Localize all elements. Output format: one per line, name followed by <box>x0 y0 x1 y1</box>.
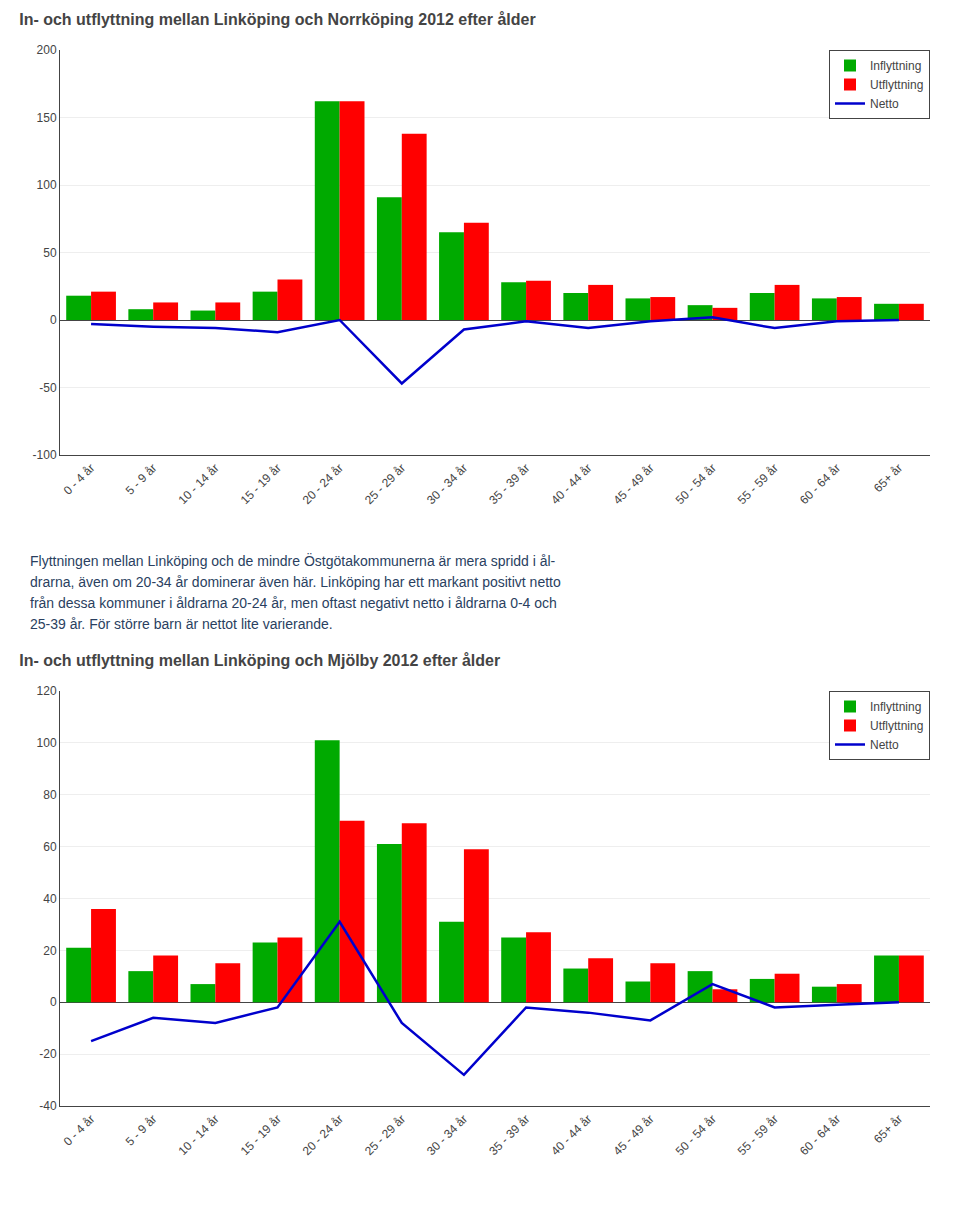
svg-text:5 - 9 år: 5 - 9 år <box>123 461 160 498</box>
svg-text:Inflyttning: Inflyttning <box>870 700 921 714</box>
svg-text:100: 100 <box>37 178 57 192</box>
svg-text:50 - 54 år: 50 - 54 år <box>673 1112 719 1158</box>
html-text:drarna, även om 20-34 år domin: drarna, även om 20-34 år dominerar även … <box>30 574 561 590</box>
svg-text:5 - 9 år: 5 - 9 år <box>123 1112 160 1149</box>
svg-text:45 - 49 år: 45 - 49 år <box>610 461 656 507</box>
svg-text:10 - 14 år: 10 - 14 år <box>175 1112 221 1158</box>
svg-text:200: 200 <box>37 43 57 57</box>
svg-text:Inflyttning: Inflyttning <box>870 59 921 73</box>
svg-text:-100: -100 <box>33 448 57 462</box>
html-text:från dessa kommuner i åldrarna: från dessa kommuner i åldrarna 20-24 år,… <box>30 595 557 611</box>
svg-text:55 - 59 år: 55 - 59 år <box>735 1112 781 1158</box>
svg-text:60: 60 <box>43 840 57 854</box>
svg-text:In- och utflyttning mellan Lin: In- och utflyttning mellan Linköping och… <box>19 652 500 669</box>
svg-text:35 - 39 år: 35 - 39 år <box>486 1112 532 1158</box>
svg-text:50 - 54 år: 50 - 54 år <box>673 461 719 507</box>
svg-text:65+ år: 65+ år <box>871 461 905 495</box>
svg-text:Utflyttning: Utflyttning <box>870 78 923 92</box>
svg-text:65+ år: 65+ år <box>871 1112 905 1146</box>
svg-text:In- och utflyttning mellan Lin: In- och utflyttning mellan Linköping och… <box>19 11 536 28</box>
svg-text:-20: -20 <box>39 1047 57 1061</box>
svg-text:35 - 39 år: 35 - 39 år <box>486 461 532 507</box>
svg-text:80: 80 <box>43 788 57 802</box>
svg-text:20 - 24 år: 20 - 24 år <box>300 1112 346 1158</box>
svg-text:40 - 44 år: 40 - 44 år <box>548 1112 594 1158</box>
svg-text:20: 20 <box>43 944 57 958</box>
svg-text:15 - 19 år: 15 - 19 år <box>238 461 284 507</box>
svg-text:40 - 44 år: 40 - 44 år <box>548 461 594 507</box>
svg-text:30 - 34 år: 30 - 34 år <box>424 1112 470 1158</box>
svg-text:-50: -50 <box>39 381 57 395</box>
svg-text:60 - 64 år: 60 - 64 år <box>797 1112 843 1158</box>
html-text:25-39 år. För större barn är n: 25-39 år. För större barn är nettot lite… <box>30 616 333 632</box>
svg-text:10 - 14 år: 10 - 14 år <box>175 461 221 507</box>
html-text:Flyttningen mellan Linköping o: Flyttningen mellan Linköping och de mind… <box>30 553 556 569</box>
svg-text:Netto: Netto <box>870 97 899 111</box>
svg-text:0: 0 <box>50 995 57 1009</box>
svg-text:15 - 19 år: 15 - 19 år <box>238 1112 284 1158</box>
svg-text:120: 120 <box>37 684 57 698</box>
svg-text:0 - 4 år: 0 - 4 år <box>61 461 98 498</box>
svg-text:Netto: Netto <box>870 738 899 752</box>
svg-text:20 - 24 år: 20 - 24 år <box>300 461 346 507</box>
svg-text:55 - 59 år: 55 - 59 år <box>735 461 781 507</box>
svg-text:45 - 49 år: 45 - 49 år <box>610 1112 656 1158</box>
svg-text:-40: -40 <box>39 1099 57 1113</box>
svg-text:60 - 64 år: 60 - 64 år <box>797 461 843 507</box>
svg-text:150: 150 <box>37 111 57 125</box>
svg-text:40: 40 <box>43 892 57 906</box>
svg-text:50: 50 <box>43 246 57 260</box>
svg-text:25 - 29 år: 25 - 29 år <box>362 461 408 507</box>
svg-text:0 - 4 år: 0 - 4 år <box>61 1112 98 1149</box>
svg-text:30 - 34 år: 30 - 34 år <box>424 461 470 507</box>
svg-text:Utflyttning: Utflyttning <box>870 719 923 733</box>
svg-text:25 - 29 år: 25 - 29 år <box>362 1112 408 1158</box>
svg-text:100: 100 <box>37 736 57 750</box>
svg-text:0: 0 <box>50 313 57 327</box>
